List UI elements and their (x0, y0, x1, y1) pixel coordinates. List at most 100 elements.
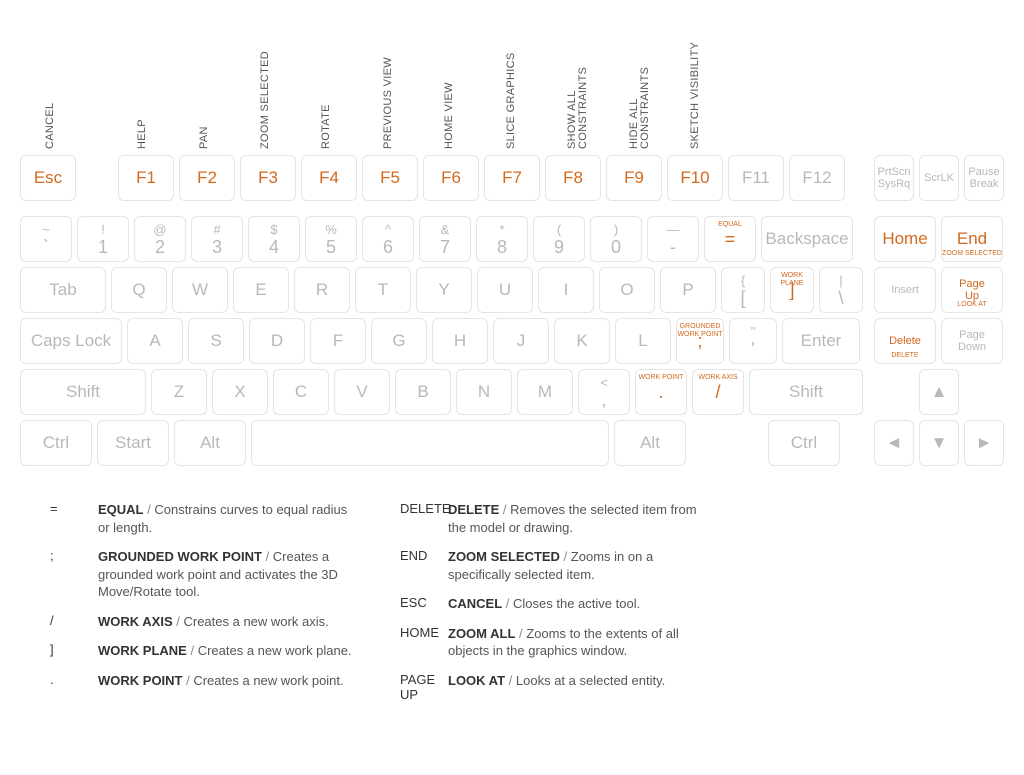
legend-key: ESC (400, 595, 448, 613)
key-j: J (493, 318, 549, 364)
legend-body: LOOK AT / Looks at a selected entity. (448, 672, 710, 702)
key-o: O (599, 267, 655, 313)
key-bracket: WORK PLANE] (770, 267, 814, 313)
key-enter: Enter (782, 318, 860, 364)
legend-row: /WORK AXIS / Creates a new work axis. (50, 613, 360, 631)
legend-body: WORK PLANE / Creates a new work plane. (98, 642, 360, 660)
key-f1: F1 (118, 155, 174, 201)
key-l: L (615, 318, 671, 364)
key-f9: F9 (606, 155, 662, 201)
key-f: F (310, 318, 366, 364)
key-punct: <, (578, 369, 630, 415)
legend-key: HOME (400, 625, 448, 660)
key-side: PageUpLOOK AT (941, 267, 1003, 313)
key-punct: "' (729, 318, 777, 364)
key-f3: F3 (240, 155, 296, 201)
side-key-block: PrtScnSysRqScrLKPauseBreakHomeEndZOOM SE… (874, 155, 1004, 471)
key-t: T (355, 267, 411, 313)
key-f12: F12 (789, 155, 845, 201)
key-f10: F10 (667, 155, 723, 201)
key-f4: F4 (301, 155, 357, 201)
top-label: SLICE GRAPHICS (505, 52, 517, 149)
legend-body: GROUNDED WORK POINT / Creates a grounded… (98, 548, 360, 601)
legend-row: .WORK POINT / Creates a new work point. (50, 672, 360, 690)
key-alt: Alt (174, 420, 246, 466)
key-num: *8 (476, 216, 528, 262)
key-num: ~` (20, 216, 72, 262)
top-label: CONSTRAINTS (577, 67, 589, 149)
legend-body: CANCEL / Closes the active tool. (448, 595, 710, 613)
legend-row: DELETEDELETE / Removes the selected item… (400, 501, 710, 536)
top-label: PAN (198, 126, 210, 149)
top-label: ROTATE (320, 104, 332, 149)
key-side: Home (874, 216, 936, 262)
key-c: C (273, 369, 329, 415)
legend-body: WORK AXIS / Creates a new work axis. (98, 613, 360, 631)
key-side: Insert (874, 267, 936, 313)
top-label: PREVIOUS VIEW (382, 57, 394, 149)
key-e: E (233, 267, 289, 313)
key-shift-right: Shift (749, 369, 863, 415)
key-f6: F6 (423, 155, 479, 201)
legend-key: END (400, 548, 448, 583)
key-s: S (188, 318, 244, 364)
legend-row: HOMEZOOM ALL / Zooms to the extents of a… (400, 625, 710, 660)
key-num: !1 (77, 216, 129, 262)
key-num: &7 (419, 216, 471, 262)
key-f11: F11 (728, 155, 784, 201)
key-h: H (432, 318, 488, 364)
top-label: CANCEL (44, 103, 56, 149)
legend-key: / (50, 613, 98, 631)
legend-row: PAGE UPLOOK AT / Looks at a selected ent… (400, 672, 710, 702)
top-label: SKETCH VISIBILITY (689, 42, 701, 149)
key-f5: F5 (362, 155, 418, 201)
legend-key: . (50, 672, 98, 690)
legend-body: ZOOM SELECTED / Zooms in on a specifical… (448, 548, 710, 583)
key-y: Y (416, 267, 472, 313)
key-b: B (395, 369, 451, 415)
key-arrow-right: ► (964, 420, 1004, 466)
key-w: W (172, 267, 228, 313)
key-side: EndZOOM SELECTED (941, 216, 1003, 262)
key-num: %5 (305, 216, 357, 262)
legend-body: WORK POINT / Creates a new work point. (98, 672, 360, 690)
legend-row: =EQUAL / Constrains curves to equal radi… (50, 501, 360, 536)
key-x: X (212, 369, 268, 415)
key-tab: Tab (20, 267, 106, 313)
key-capslock: Caps Lock (20, 318, 122, 364)
key-ctrl: Ctrl (20, 420, 92, 466)
key-u: U (477, 267, 533, 313)
key-space (251, 420, 609, 466)
key-q: Q (111, 267, 167, 313)
key-side: PrtScnSysRq (874, 155, 914, 201)
legend-body: ZOOM ALL / Zooms to the extents of all o… (448, 625, 710, 660)
key-side: PauseBreak (964, 155, 1004, 201)
key-bracket: |\ (819, 267, 863, 313)
legend-right-col: DELETEDELETE / Removes the selected item… (400, 501, 710, 714)
key-num: $4 (248, 216, 300, 262)
keyboard-diagram: CANCEL H E LP PAN ZOOM SELECTED ROTATE PREVIOUS… (20, 20, 1004, 471)
key-p: P (660, 267, 716, 313)
key-n: N (456, 369, 512, 415)
key-alt-right: Alt (614, 420, 686, 466)
key-punct: WORK AXIS/ (692, 369, 744, 415)
key-arrow-down: ▼ (919, 420, 959, 466)
key-r: R (294, 267, 350, 313)
legend-row: ENDZOOM SELECTED / Zooms in on a specifi… (400, 548, 710, 583)
top-label: CONSTRAINTS (639, 67, 651, 149)
legend-key: = (50, 501, 98, 536)
key-num: (9 (533, 216, 585, 262)
legend-key: ] (50, 642, 98, 660)
top-label: ZOOM SELECTED (259, 51, 271, 149)
main-key-block: EscF1F2F3F4F5F6F7F8F9F10F11F12~`!1@2#3$4… (20, 155, 860, 471)
legend-row: ESCCANCEL / Closes the active tool. (400, 595, 710, 613)
key-f2: F2 (179, 155, 235, 201)
legend-key: ; (50, 548, 98, 601)
key-punct: GROUNDED WORK POINT; (676, 318, 724, 364)
legend-row: ;GROUNDED WORK POINT / Creates a grounde… (50, 548, 360, 601)
key-side: PageDown (941, 318, 1003, 364)
key-start: Start (97, 420, 169, 466)
key-num: ^6 (362, 216, 414, 262)
key-i: I (538, 267, 594, 313)
legend-body: EQUAL / Constrains curves to equal radiu… (98, 501, 360, 536)
